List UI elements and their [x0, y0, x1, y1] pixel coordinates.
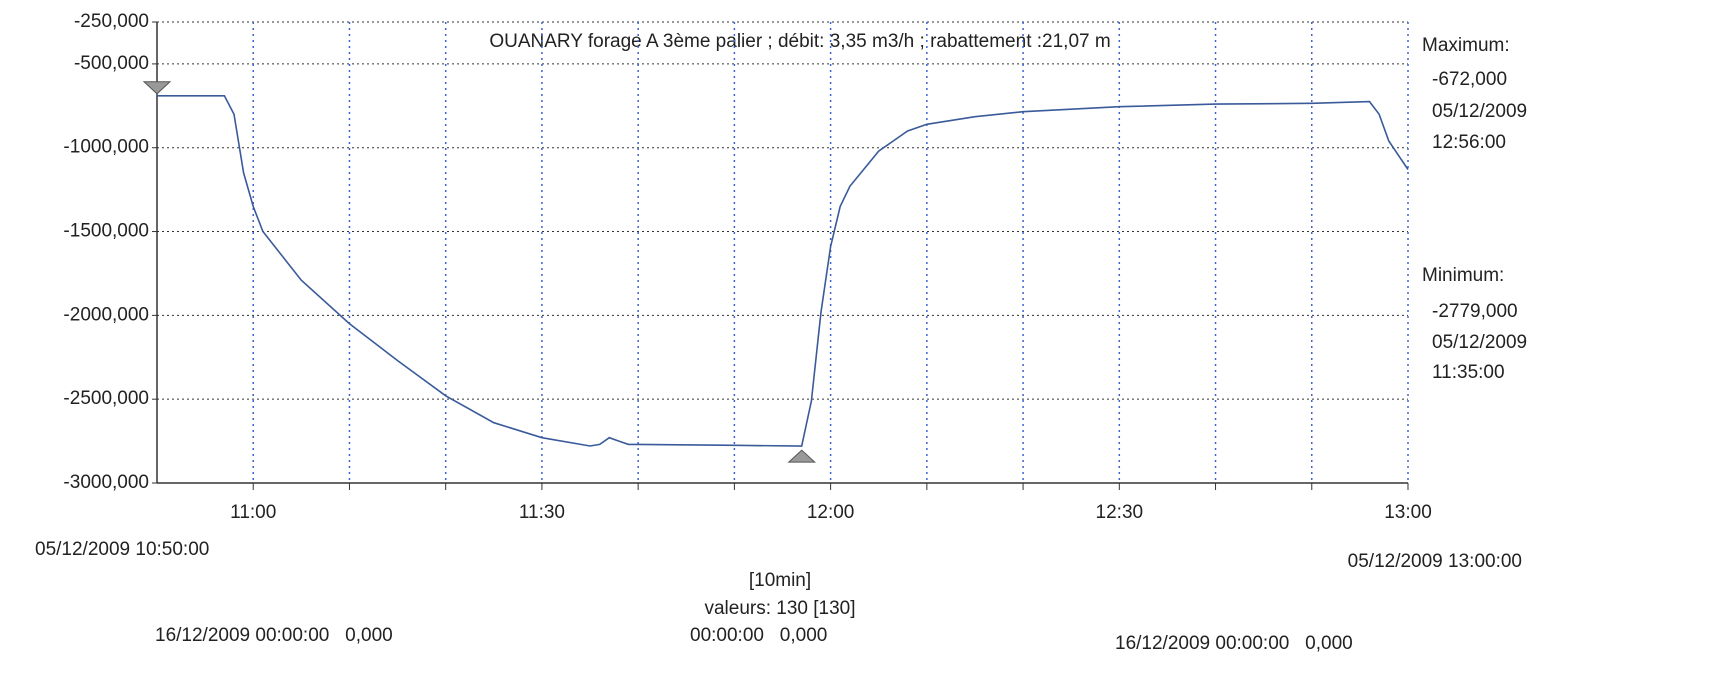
y-tick-label: -1000,000 — [63, 137, 149, 158]
footer-left: 16/12/2009 00:00:00 0,000 — [155, 625, 393, 646]
min-time: 11:35:00 — [1432, 362, 1505, 383]
x-tick-label: 12:00 — [807, 502, 855, 523]
max-date: 05/12/2009 — [1432, 101, 1527, 122]
x-tick-label: 11:00 — [230, 502, 276, 523]
start-date: 05/12/2009 10:50:00 — [35, 539, 209, 560]
min-value: -2779,000 — [1432, 301, 1518, 322]
count: valeurs: 130 [130] — [704, 598, 855, 619]
chart-title: OUANARY forage A 3ème palier ; débit: 3,… — [489, 31, 1110, 52]
min-marker — [787, 449, 817, 463]
min-date: 05/12/2009 — [1432, 332, 1527, 353]
end-date: 05/12/2009 13:00:00 — [1348, 551, 1522, 572]
max-value: -672,000 — [1432, 69, 1507, 90]
y-tick-label: -500,000 — [74, 53, 149, 74]
max-marker — [142, 81, 172, 95]
x-tick-label: 12:30 — [1096, 502, 1144, 523]
y-tick-label: -3000,000 — [63, 472, 149, 493]
interval: [10min] — [749, 570, 811, 591]
y-tick-label: -1500,000 — [63, 221, 149, 242]
x-tick-label: 11:30 — [519, 502, 565, 523]
max-label: Maximum: — [1422, 35, 1510, 56]
line-series — [157, 95, 1409, 447]
y-tick-label: -2000,000 — [63, 304, 149, 325]
max-time: 12:56:00 — [1432, 132, 1506, 153]
footer-center: 00:00:00 0,000 — [690, 625, 827, 646]
y-tick-label: -2500,000 — [63, 388, 149, 409]
footer-right: 16/12/2009 00:00:00 0,000 — [1115, 633, 1353, 654]
min-label: Minimum: — [1422, 265, 1504, 286]
x-tick-label: 13:00 — [1384, 502, 1432, 523]
y-tick-label: -250,000 — [74, 11, 149, 32]
